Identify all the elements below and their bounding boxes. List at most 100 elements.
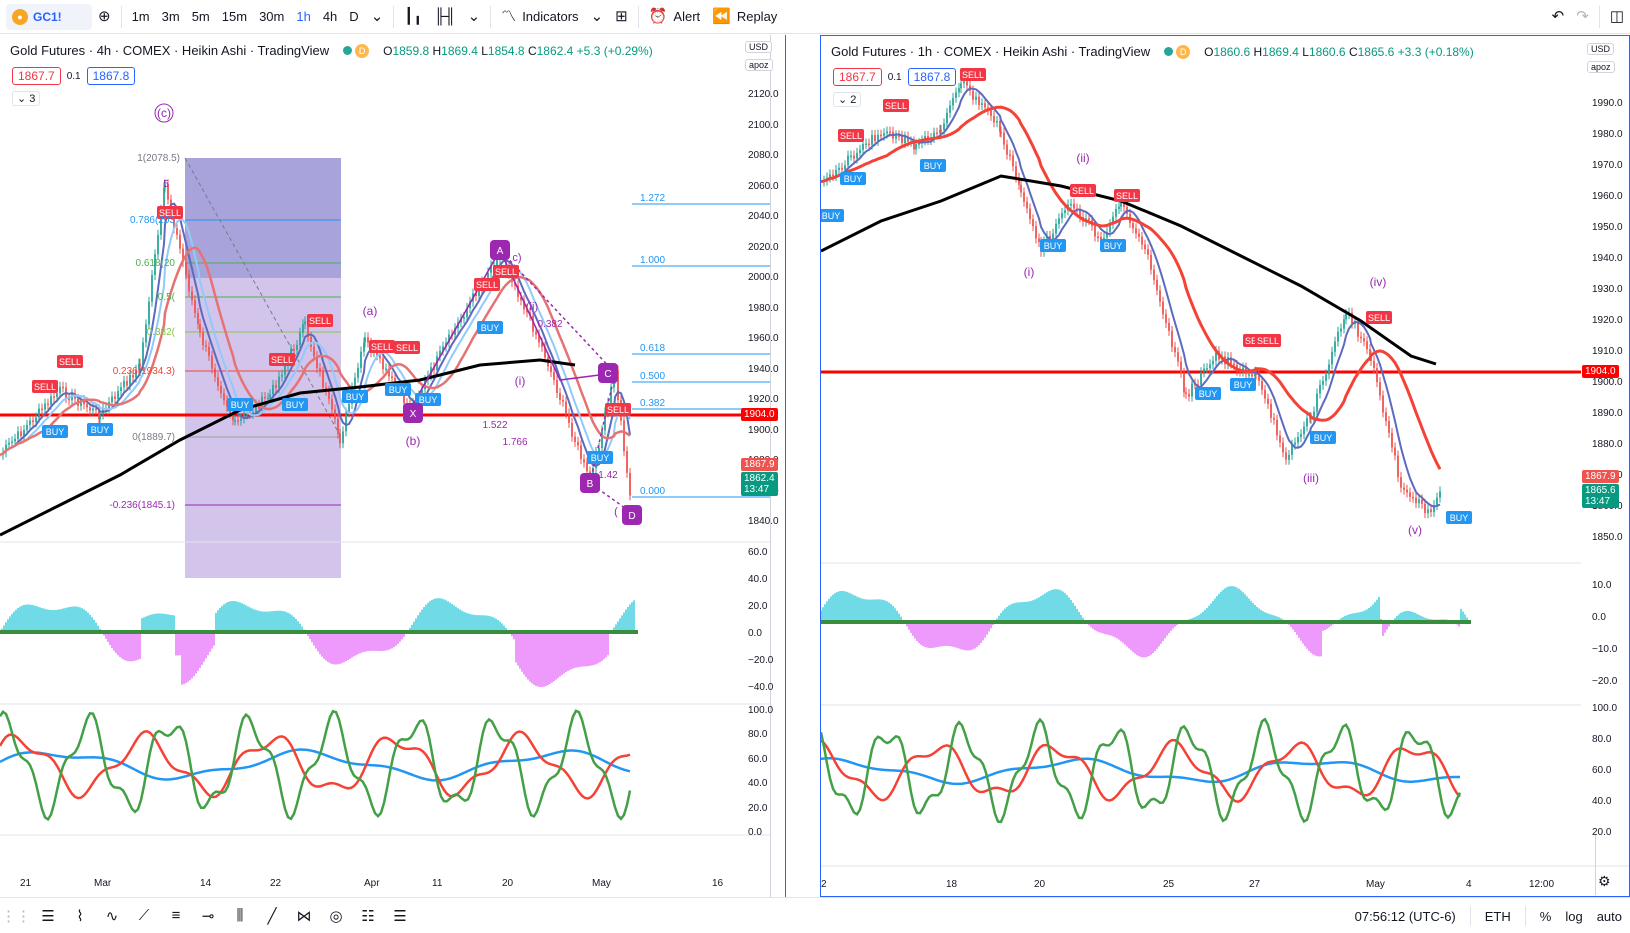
wave-icon[interactable]: ∿ <box>105 907 119 925</box>
candle-body <box>1354 322 1356 324</box>
right-chart-canvas[interactable]: SELL SELL BUY BUY SELL BUY BUY BUY SELL SELL SELL S… <box>821 36 1630 897</box>
timeframe-1h[interactable]: 1h <box>296 9 311 24</box>
templates-button[interactable]: ⊞ <box>609 0 634 34</box>
candle-body <box>1316 393 1318 412</box>
candle-body <box>1385 412 1387 422</box>
bars-icon[interactable]: ⫼ <box>236 907 244 924</box>
svg-text:BUY: BUY <box>844 174 863 184</box>
candle-body <box>553 372 555 381</box>
candle-body <box>367 337 369 343</box>
last-price-tag: 1867.9 <box>1582 470 1619 483</box>
replay-button[interactable]: ⏪ Replay <box>706 0 783 34</box>
candle-body <box>1325 374 1327 381</box>
left-chart-pane[interactable]: SELL SELL BUY BUY SELL SELL BUY BUY SELL BUY SELL S… <box>0 35 786 897</box>
candle-body <box>907 136 909 142</box>
sliders-icon[interactable]: ☰ <box>393 907 407 925</box>
settings-sliders-icon[interactable]: ☷ <box>361 907 375 925</box>
candle-body <box>1282 442 1284 453</box>
timeframe-dropdown[interactable]: ⌄ <box>365 0 390 34</box>
sell-price-button[interactable]: 1867.7 <box>833 68 882 86</box>
candle-body <box>532 315 534 332</box>
sell-signal-tag: SELL <box>605 403 631 416</box>
indicator-collapse-button[interactable]: ⌄ 2 <box>833 92 862 107</box>
indicators-dropdown[interactable]: ⌄ <box>585 0 610 34</box>
candle-body <box>1227 357 1229 365</box>
line-tool-icon[interactable]: ╱ <box>267 907 277 925</box>
right-chart-pane[interactable]: SELL SELL BUY BUY SELL BUY BUY BUY SELL SELL SELL S… <box>820 35 1630 897</box>
stoch-signal-line <box>0 748 631 782</box>
price-tick-label: 2040.0 <box>748 211 779 222</box>
trend-icon[interactable]: ⌇ <box>76 907 84 925</box>
candle-body <box>1303 426 1305 435</box>
timeframe-1m[interactable]: 1m <box>131 9 150 24</box>
timeframe-d[interactable]: D <box>349 9 359 24</box>
timeframe-15m[interactable]: 15m <box>221 9 248 24</box>
alert-button[interactable]: ⏰ Alert <box>643 0 706 34</box>
candle-body <box>275 384 277 388</box>
candle-body <box>1150 254 1152 270</box>
candle-body <box>629 472 631 496</box>
menu-lines-icon[interactable]: ☰ <box>41 907 55 925</box>
fib-icon[interactable]: ≡ <box>171 907 181 924</box>
session-toggle[interactable]: ETH <box>1484 908 1511 924</box>
drag-handle-icon[interactable]: ⋮⋮ <box>1 907 31 925</box>
wave-label: (ii) <box>526 301 538 313</box>
candle-body <box>1439 491 1441 498</box>
candle-body <box>1340 328 1342 332</box>
buy-price-button[interactable]: 1867.8 <box>86 67 136 85</box>
indicator-collapse-button[interactable]: ⌄ 3 <box>12 91 41 106</box>
compare-button[interactable]: ⊕ <box>92 0 117 34</box>
buy-signal-tag: BUY <box>227 398 253 411</box>
sell-price-button[interactable]: 1867.7 <box>12 67 61 85</box>
svg-text:SELL: SELL <box>607 405 629 415</box>
timeframe-3m[interactable]: 3m <box>161 9 180 24</box>
sell-signal-tag: SELL <box>157 206 183 219</box>
undo-button[interactable]: ↶ <box>1546 0 1571 34</box>
indicators-button[interactable]: 〽 Indicators <box>495 0 584 34</box>
candle-body <box>966 81 968 86</box>
candle-body <box>202 332 204 346</box>
candle-body <box>26 424 28 430</box>
chart-type-dropdown[interactable]: ⌄ <box>462 0 487 34</box>
candle-type-button[interactable]: ┃╻ <box>398 0 428 34</box>
candle-body <box>1373 360 1375 369</box>
percent-scale-toggle[interactable]: % <box>1539 908 1552 924</box>
candle-body <box>234 420 236 422</box>
log-scale-toggle[interactable]: log <box>1565 908 1583 924</box>
candle-body <box>80 400 82 406</box>
timeframe-30m[interactable]: 30m <box>259 9 285 24</box>
layout-button[interactable]: ◫ <box>1604 0 1630 34</box>
wave-label: (a) <box>363 304 378 318</box>
wave-label: (iv) <box>1370 275 1387 289</box>
candle-body <box>868 143 870 145</box>
close-price-tag: 1865.6 13:47 <box>1582 484 1619 508</box>
horizontal-line-icon[interactable]: ⊸ <box>201 907 215 925</box>
candle-body <box>1391 432 1393 448</box>
redo-button[interactable]: ↷ <box>1570 0 1595 34</box>
price-tick-label: 1940.0 <box>1592 253 1623 264</box>
svg-text:BUY: BUY <box>286 400 305 410</box>
buy-price-button[interactable]: 1867.8 <box>907 68 957 86</box>
price-tick-label: 1950.0 <box>1592 222 1623 233</box>
candle-body <box>1412 496 1414 499</box>
candle-body <box>1376 368 1378 383</box>
candle-body <box>1351 312 1353 324</box>
candle-body <box>943 123 945 130</box>
candle-body <box>1180 361 1182 373</box>
candle-body <box>1409 492 1411 497</box>
candle-body <box>205 345 207 347</box>
ruler-icon[interactable]: ⟋ <box>138 907 150 924</box>
auto-scale-toggle[interactable]: auto <box>1596 908 1622 924</box>
timeframe-5m[interactable]: 5m <box>191 9 210 24</box>
symbol-search[interactable]: ● GC1! <box>6 3 92 30</box>
candle-body <box>538 334 540 343</box>
time-label: 4 <box>1466 879 1472 890</box>
candle-body <box>214 368 216 378</box>
candle-body <box>1273 417 1275 420</box>
candle-body <box>1400 477 1402 488</box>
bar-type-button[interactable]: ╟╢ <box>428 0 461 34</box>
timeframe-4h[interactable]: 4h <box>322 9 338 24</box>
pattern-icon[interactable]: ⋈ <box>296 907 312 925</box>
spiral-icon[interactable]: ◎ <box>329 907 343 925</box>
